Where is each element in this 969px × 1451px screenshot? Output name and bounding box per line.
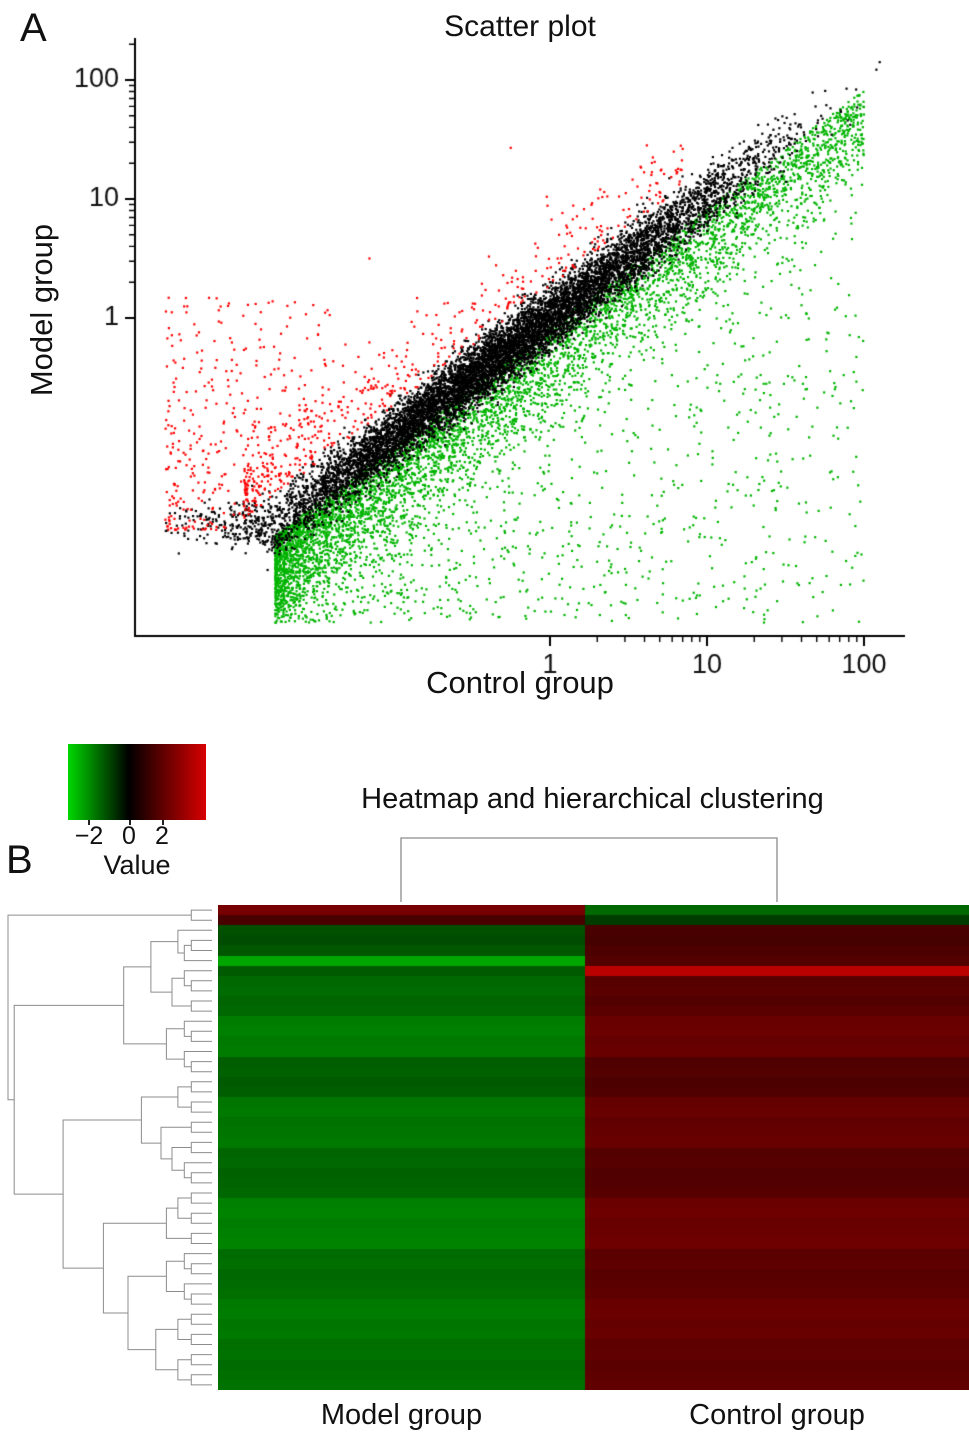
- row-dendrogram: [7, 909, 212, 1386]
- colorkey-tick-label: 0: [122, 822, 136, 850]
- colorkey-tick-label: −2: [74, 822, 104, 850]
- colorkey-gradient: [68, 744, 206, 820]
- colorkey-tick-label: 2: [155, 822, 169, 850]
- heatmap-title: Heatmap and hierarchical clustering: [361, 783, 824, 815]
- heatmap-column-label-model: Model group: [320, 1399, 483, 1431]
- colorkey-tick: [162, 820, 164, 825]
- colorkey-title: Value: [103, 850, 171, 880]
- panel-b-label: B: [6, 838, 33, 882]
- column-dendrogram: [400, 837, 778, 902]
- scatter-x-axis-label: Control group: [426, 665, 614, 700]
- scatter-y-axis-label-wrap: Model group: [22, 100, 62, 520]
- heatmap-canvas: [218, 905, 969, 1390]
- colorkey-tick: [88, 820, 90, 825]
- scatter-y-axis-label: Model group: [24, 223, 59, 397]
- heatmap-column-label-control: Control group: [689, 1399, 865, 1431]
- colorkey-tick: [129, 820, 131, 825]
- scatter-plot-canvas: [0, 0, 969, 730]
